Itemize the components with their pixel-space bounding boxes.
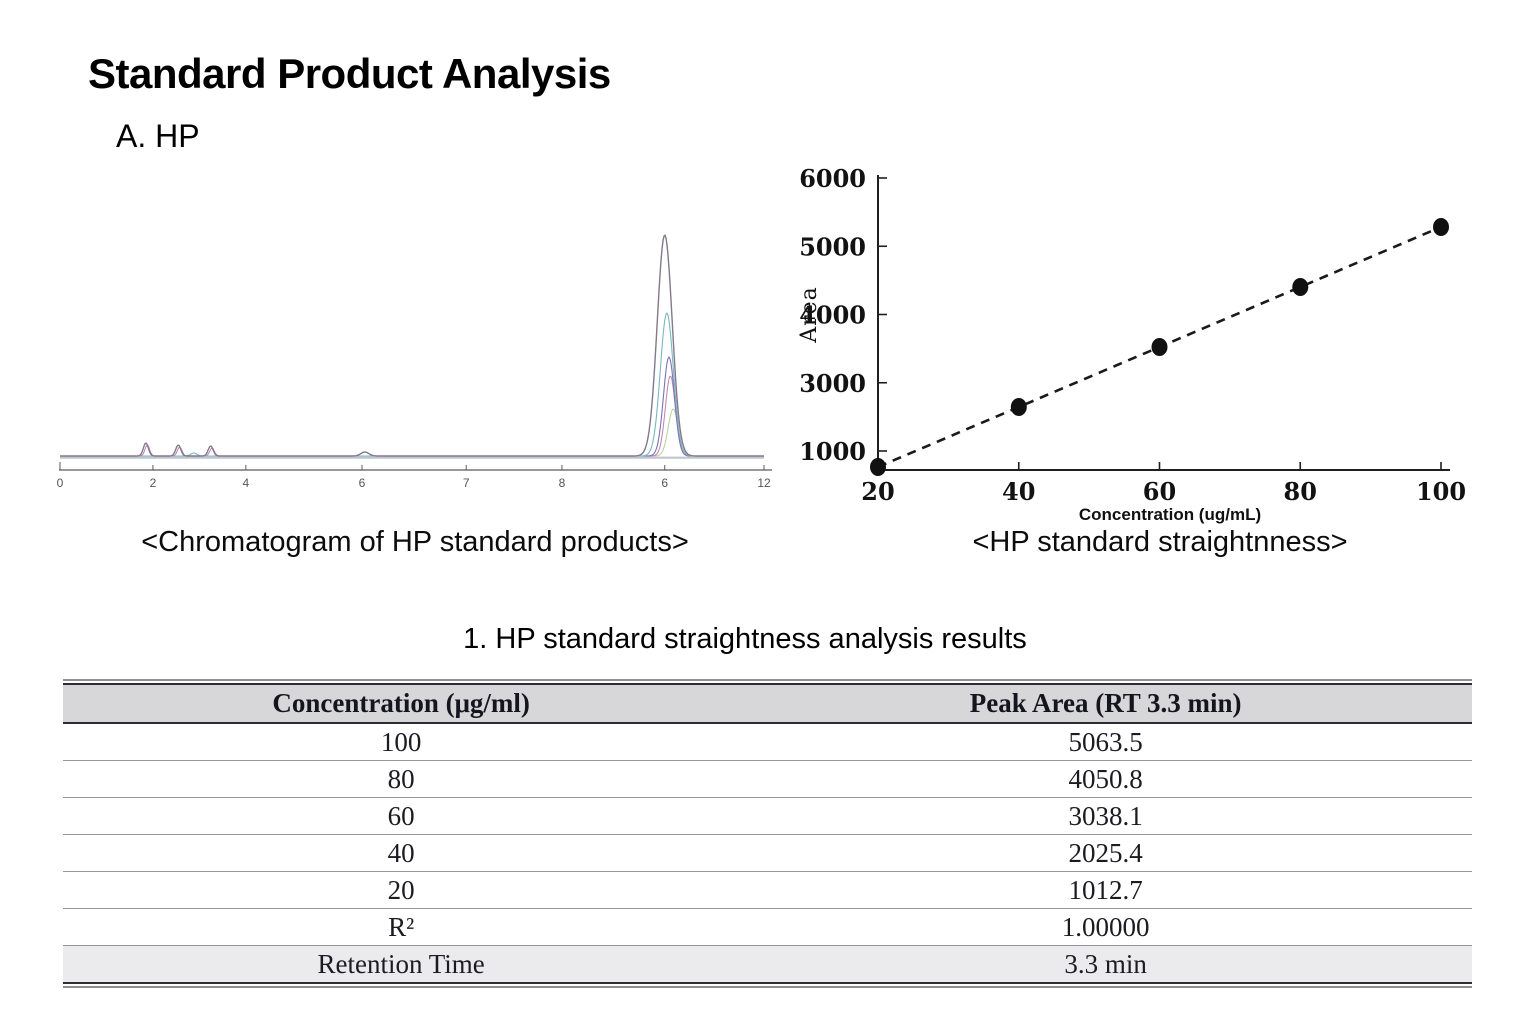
scatter-x-tick-label: 100	[1416, 477, 1466, 506]
scatter-x-tick-label: 20	[861, 477, 894, 506]
results-table: Concentration (μg/ml) Peak Area (RT 3.3 …	[63, 683, 1472, 984]
cell-peak-area: 3038.1	[739, 797, 1472, 835]
scatter-x-axis-label: Concentration (ug/mL)	[1078, 505, 1262, 524]
data-point	[1292, 278, 1309, 296]
data-point	[870, 458, 886, 476]
scatter-caption: <HP standard straightnness>	[972, 526, 1348, 558]
results-table-wrapper: Concentration (μg/ml) Peak Area (RT 3.3 …	[63, 679, 1472, 988]
chromatogram-trace	[60, 312, 764, 457]
section-subtitle: A. HP	[116, 118, 200, 154]
cell-concentration: 80	[63, 760, 740, 798]
chromatogram-x-tick-label: 2	[150, 476, 157, 490]
chromatogram-x-tick-label: 7	[463, 476, 470, 490]
cell-peak-area: 2025.4	[739, 834, 1472, 872]
page-title: Standard Product Analysis	[88, 50, 611, 97]
chromatogram-x-tick-label: 0	[57, 476, 64, 490]
scatter-y-tick-label: 6000	[799, 164, 866, 193]
table-row: 60 3038.1	[63, 797, 1472, 835]
chromatogram-caption: <Chromatogram of HP standard products>	[141, 526, 689, 558]
cell-concentration: 40	[63, 834, 740, 872]
cell-peak-area: 1012.7	[739, 871, 1472, 909]
table-title: 1. HP standard straightness analysis res…	[463, 623, 1027, 655]
chromatogram-x-tick-label: 6	[661, 476, 668, 490]
scatter-y-tick-label: 5000	[799, 232, 866, 261]
scatter-y-tick-label: 3000	[799, 369, 866, 398]
table-row: 100 5063.5	[63, 723, 1472, 761]
header-concentration: Concentration (μg/ml)	[63, 683, 740, 724]
cell-concentration: 20	[63, 871, 740, 909]
chromatogram-trace	[60, 234, 764, 457]
chromatogram-x-tick-label: 6	[359, 476, 366, 490]
standard-curve-plot: 6000 5000 4000 3000 1000 20 40 60 80 100 Area	[797, 164, 1466, 506]
scatter-x-tick-label: 80	[1284, 477, 1317, 506]
cell-concentration: 100	[380, 726, 422, 757]
chromatogram-x-tick-label: 4	[243, 476, 250, 490]
cell-peak-area: 4050.8	[739, 760, 1472, 798]
scatter-x-tick-label: 40	[1002, 477, 1035, 506]
header-peak-area: Peak Area (RT 3.3 min)	[739, 683, 1472, 724]
chromatogram-trace	[60, 408, 764, 457]
scatter-y-tick-label: 4000	[799, 301, 866, 330]
data-point	[1151, 338, 1168, 356]
data-point	[1010, 398, 1027, 416]
data-point	[1433, 218, 1449, 236]
scatter-y-tick-label: 1000	[799, 437, 866, 466]
chromatogram-plot: 0 2 4 6 7 8 6 12	[57, 234, 772, 490]
cell-r-squared-label: R²	[63, 908, 740, 946]
table-row: 20 1012.7	[63, 871, 1472, 909]
cell-retention-time-value: 3.3 min	[739, 945, 1472, 983]
y-axis-label: Area	[797, 286, 822, 344]
cell-r-squared-value: 1.00000	[739, 908, 1472, 946]
table-row: 80 4050.8	[63, 760, 1472, 798]
scatter-x-tick-label: 60	[1143, 477, 1176, 506]
cell-concentration: 60	[63, 797, 740, 835]
table-row-retention-time: Retention Time 3.3 min	[63, 945, 1472, 983]
chromatogram-trace	[60, 356, 764, 457]
table-row: 40 2025.4	[63, 834, 1472, 872]
table-header-row: Concentration (μg/ml) Peak Area (RT 3.3 …	[63, 683, 1472, 724]
cell-retention-time-label: Retention Time	[63, 945, 740, 983]
chromatogram-x-tick-label: 12	[757, 476, 771, 490]
chromatogram-x-tick-label: 8	[559, 476, 566, 490]
table-row-r-squared: R² 1.00000	[63, 908, 1472, 946]
cell-peak-area: 5063.5	[1068, 726, 1143, 757]
